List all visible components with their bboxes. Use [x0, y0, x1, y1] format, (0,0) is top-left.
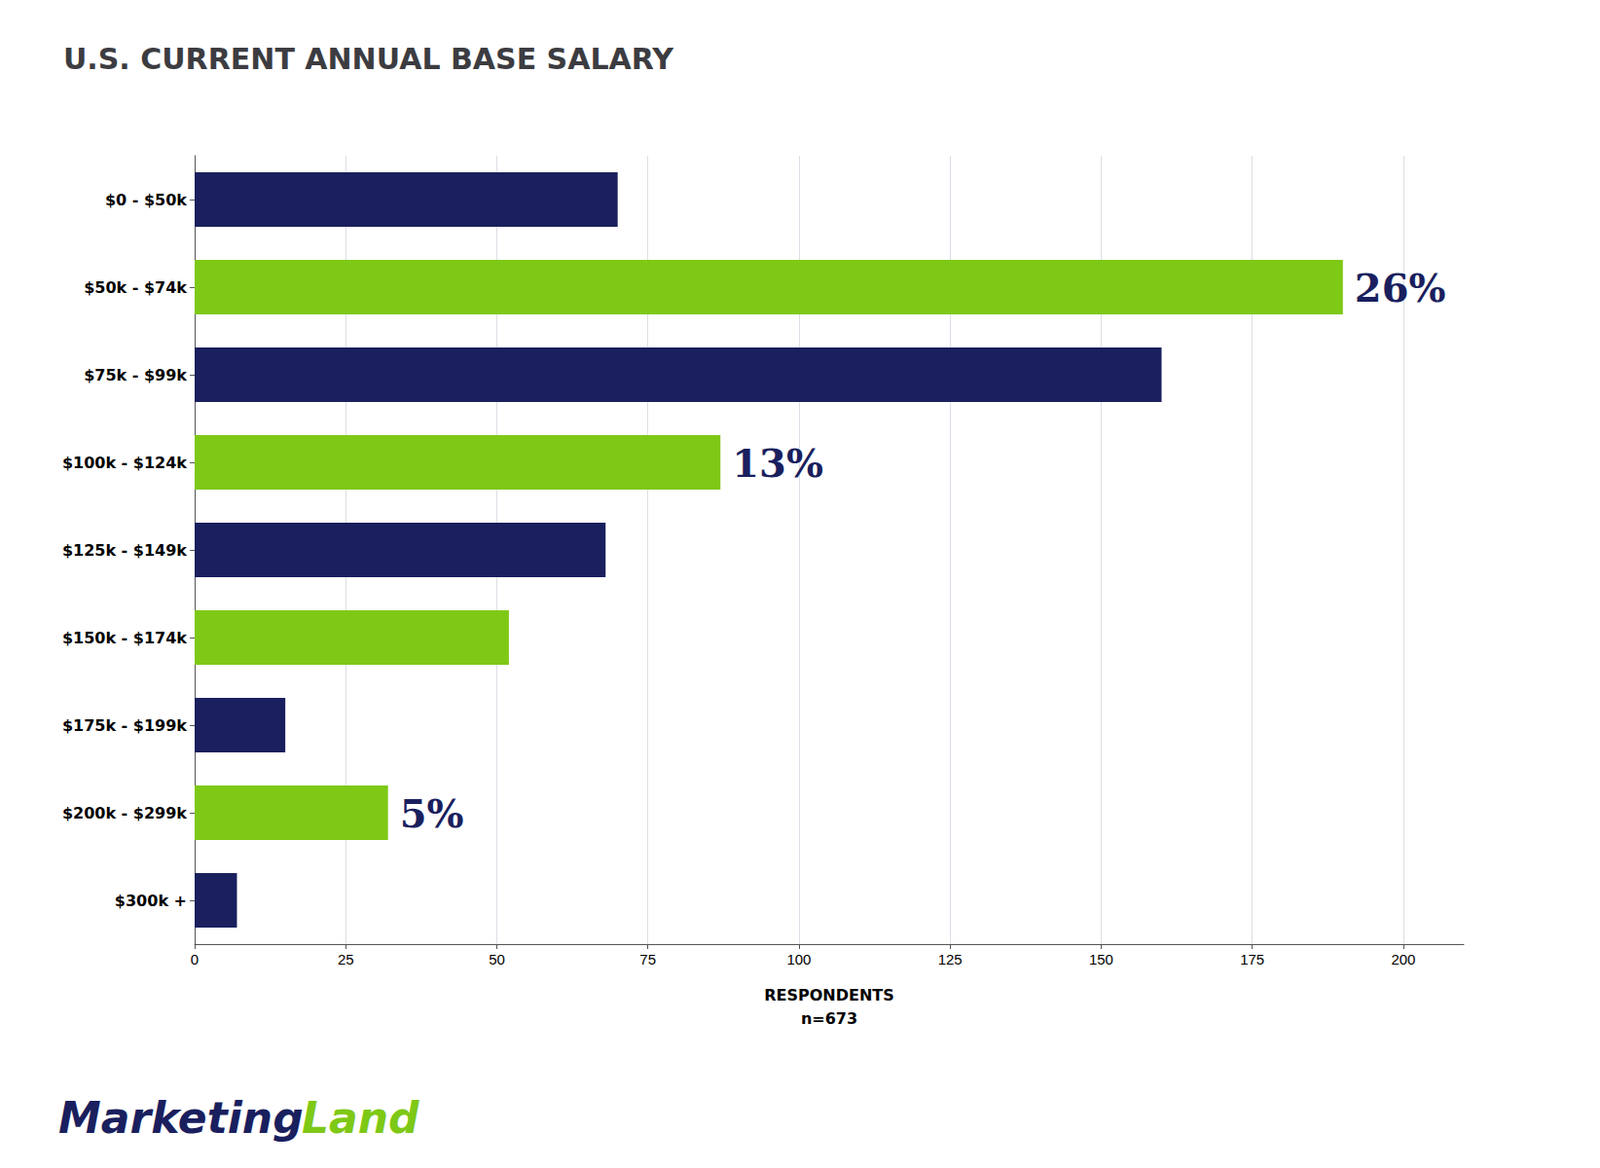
- svg-text:50: 50: [488, 950, 506, 968]
- svg-text:26%: 26%: [1354, 264, 1447, 311]
- svg-text:$175k - $199k: $175k - $199k: [62, 716, 187, 735]
- svg-text:$75k - $99k: $75k - $99k: [83, 365, 187, 385]
- svg-text:$0 - $50k: $0 - $50k: [105, 190, 187, 210]
- svg-text:25: 25: [337, 950, 355, 968]
- svg-text:n=673: n=673: [800, 1009, 858, 1028]
- svg-text:0: 0: [190, 950, 199, 968]
- svg-text:125: 125: [938, 950, 963, 968]
- svg-text:150: 150: [1089, 950, 1114, 968]
- svg-text:$200k - $299k: $200k - $299k: [62, 803, 187, 823]
- svg-text:Marketing: Marketing: [58, 1092, 304, 1143]
- svg-text:Land: Land: [301, 1092, 420, 1143]
- svg-text:75: 75: [639, 950, 656, 968]
- svg-text:$300k +: $300k +: [114, 891, 187, 910]
- svg-text:$150k - $174k: $150k - $174k: [62, 628, 187, 648]
- svg-text:$125k - $149k: $125k - $149k: [62, 541, 187, 560]
- svg-text:200: 200: [1390, 950, 1416, 968]
- svg-text:13%: 13%: [731, 439, 824, 486]
- svg-text:RESPONDENTS: RESPONDENTS: [763, 985, 895, 1005]
- svg-text:5%: 5%: [400, 790, 465, 837]
- svg-text:U.S. CURRENT ANNUAL BASE SALAR: U.S. CURRENT ANNUAL BASE SALARY: [63, 41, 675, 76]
- svg-text:100: 100: [786, 950, 811, 968]
- svg-text:$100k - $124k: $100k - $124k: [62, 453, 187, 473]
- svg-text:175: 175: [1239, 950, 1265, 968]
- svg-text:$50k - $74k: $50k - $74k: [83, 278, 187, 297]
